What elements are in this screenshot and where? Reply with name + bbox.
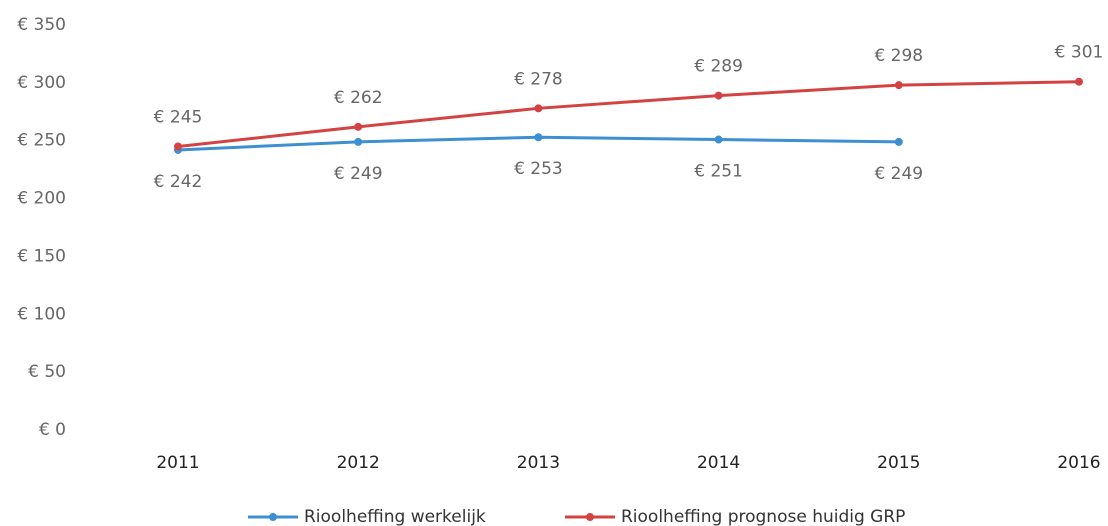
y-tick-label: € 50: [28, 362, 66, 382]
x-tick-label: 2015: [877, 453, 920, 473]
point: [1075, 77, 1083, 86]
point: [714, 135, 723, 144]
x-tick-label: 2014: [697, 453, 740, 473]
point: [894, 137, 903, 146]
legend-label: Rioolheffing prognose huidig GRP: [621, 507, 905, 526]
data-label: € 301: [1055, 43, 1104, 63]
x-tick-label: 2011: [156, 453, 199, 473]
x-tick-label: 2016: [1057, 453, 1100, 473]
data-label: € 289: [694, 57, 743, 77]
data-label: € 253: [514, 159, 563, 179]
x-tick-label: 2013: [517, 453, 560, 473]
data-label: € 262: [334, 88, 383, 108]
legend-marker: [269, 513, 277, 521]
point: [534, 133, 543, 142]
data-label: € 249: [874, 164, 923, 184]
y-tick-label: € 100: [17, 304, 66, 324]
legend-label: Rioolheffing werkelijk: [304, 507, 486, 526]
y-tick-label: € 200: [17, 189, 66, 209]
data-label: € 245: [154, 108, 203, 128]
y-tick-label: € 0: [39, 420, 66, 440]
data-label: € 242: [154, 172, 203, 192]
y-tick-label: € 350: [17, 15, 66, 35]
point: [714, 91, 723, 100]
point: [174, 142, 182, 151]
y-tick-label: € 150: [17, 246, 66, 266]
series-line: [177, 80, 1080, 148]
point: [534, 104, 543, 113]
y-tick-label: € 300: [17, 73, 66, 93]
y-tick-label: € 250: [17, 131, 66, 151]
legend-marker: [586, 513, 594, 521]
x-tick-label: 2012: [337, 453, 380, 473]
data-label: € 251: [694, 162, 743, 182]
data-label: € 278: [514, 69, 563, 89]
point: [354, 137, 363, 146]
data-label: € 249: [334, 164, 383, 184]
point: [354, 122, 363, 131]
data-label: € 298: [874, 46, 923, 66]
point: [894, 81, 903, 90]
